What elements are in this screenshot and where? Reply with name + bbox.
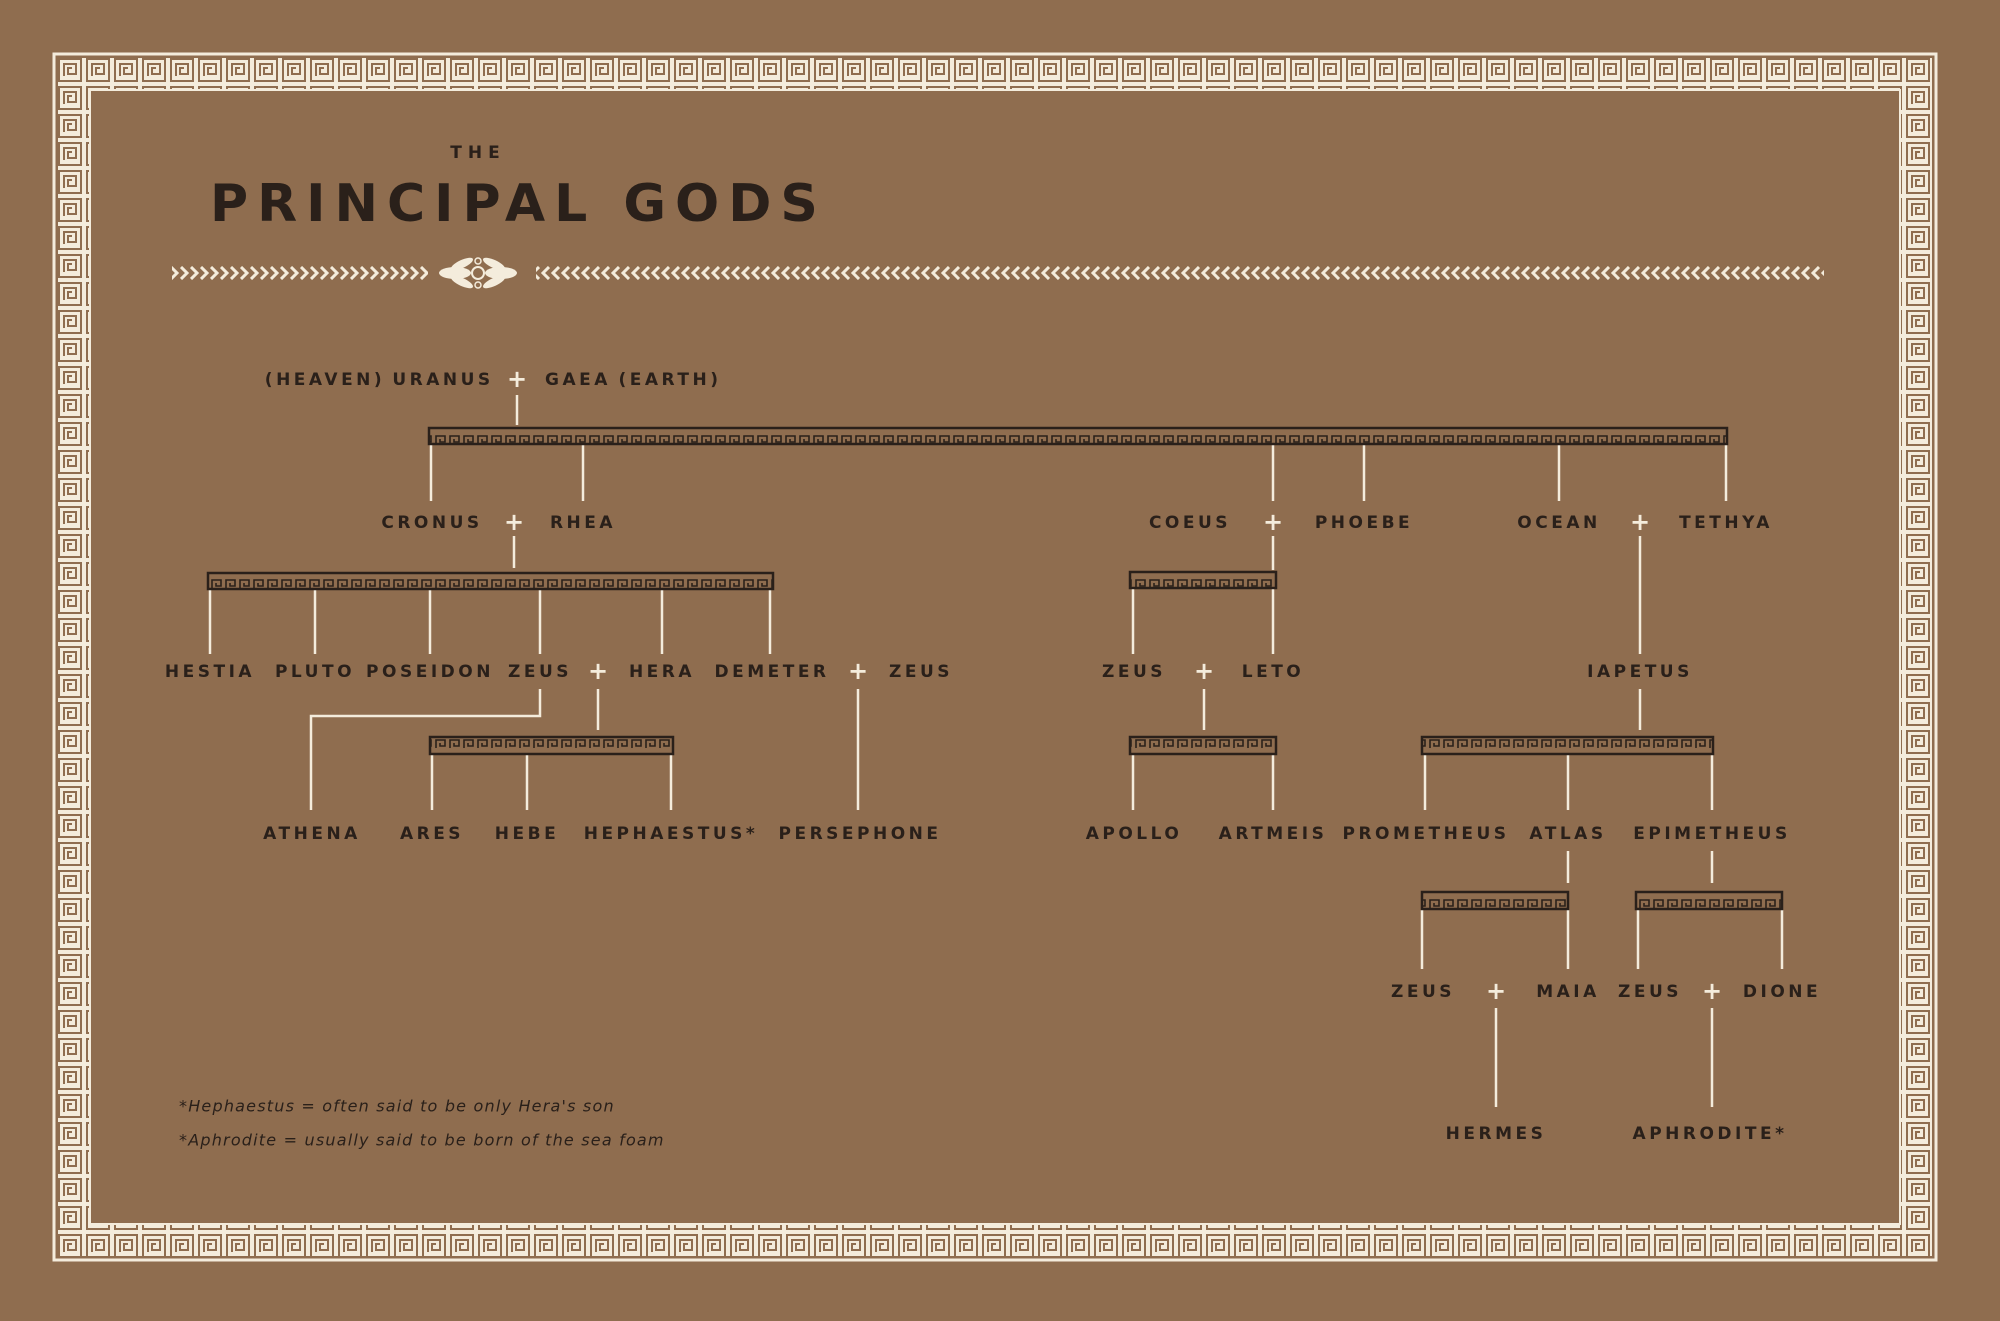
sibling-bar-zeus-leto (1128, 735, 1278, 756)
node-iapetus: IAPETUS (1587, 662, 1693, 682)
node-hermes: HERMES (1445, 1124, 1547, 1144)
node-maia: MAIA (1536, 982, 1600, 1002)
node-zeus: ZEUS (508, 662, 572, 682)
plus-sign: + (847, 657, 869, 685)
node-prometheus: PROMETHEUS (1342, 824, 1510, 844)
plus-sign: + (1629, 508, 1651, 536)
node-dione: DIONE (1742, 982, 1822, 1002)
meander-border (52, 52, 1938, 1262)
node-zeus-demeter: ZEUS (889, 662, 953, 682)
node-poseidon: POSEIDON (366, 662, 494, 682)
palmette-ornament-icon (439, 257, 517, 289)
plus-sign: + (1485, 977, 1507, 1005)
node-earth: (EARTH) (618, 370, 722, 390)
node-zeus-dione: ZEUS (1618, 982, 1682, 1002)
node-coeus: COEUS (1148, 513, 1232, 533)
node-heaven: (HEAVEN) (264, 370, 386, 390)
node-hera: HERA (628, 662, 696, 682)
node-apollo: APOLLO (1085, 824, 1183, 844)
node-epimetheus: EPIMETHEUS (1633, 824, 1791, 844)
node-leto: LETO (1241, 662, 1305, 682)
sibling-bar-olympians (206, 571, 775, 591)
node-atlas: ATLAS (1529, 824, 1607, 844)
sibling-bar-coeus (1128, 570, 1278, 590)
footnote-hephaestus: *Hephaestus = often said to be only Hera… (179, 1096, 615, 1116)
node-ares: ARES (399, 824, 465, 844)
plus-sign: + (1193, 657, 1215, 685)
node-hephaestus: HEPHAESTUS* (583, 824, 759, 844)
node-ocean: OCEAN (1517, 513, 1601, 533)
ornamental-divider (172, 257, 1824, 289)
line-zeus-athena (309, 689, 542, 810)
node-zeus-maia: ZEUS (1391, 982, 1455, 1002)
node-hestia: HESTIA (164, 662, 256, 682)
sibling-bar-epimetheus (1634, 890, 1784, 911)
node-phoebe: PHOEBE (1314, 513, 1414, 533)
node-uranus: URANUS (392, 370, 494, 390)
title-kicker: THE (450, 143, 506, 163)
node-rhea: RHEA (549, 513, 617, 533)
sibling-bar-atlas (1420, 890, 1570, 911)
plus-sign: + (503, 508, 525, 536)
page-title: PRINCIPAL GODS (210, 174, 827, 234)
node-cronus: CRONUS (381, 513, 483, 533)
node-zeus-leto: ZEUS (1102, 662, 1166, 682)
sibling-bar-titans (427, 426, 1729, 446)
node-artmeis: ARTMEIS (1218, 824, 1328, 844)
footnote-aphrodite: *Aphrodite = usually said to be born of … (179, 1130, 665, 1150)
plus-sign: + (587, 657, 609, 685)
node-demeter: DEMETER (714, 662, 830, 682)
sibling-bar-iapetus (1420, 735, 1715, 756)
node-pluto: PLUTO (274, 662, 356, 682)
node-tethya: TETHYA (1679, 513, 1773, 533)
node-aphrodite: APHRODITE* (1632, 1124, 1788, 1144)
node-athena: ATHENA (263, 824, 361, 844)
node-gaea: GAEA (545, 370, 611, 390)
node-persephone: PERSEPHONE (778, 824, 942, 844)
plus-sign: + (506, 365, 528, 393)
connector-lines (208, 395, 1784, 1107)
plus-sign: + (1262, 508, 1284, 536)
sibling-bar-zeus-hera (428, 735, 675, 756)
plus-sign: + (1701, 977, 1723, 1005)
node-hebe: HEBE (494, 824, 560, 844)
